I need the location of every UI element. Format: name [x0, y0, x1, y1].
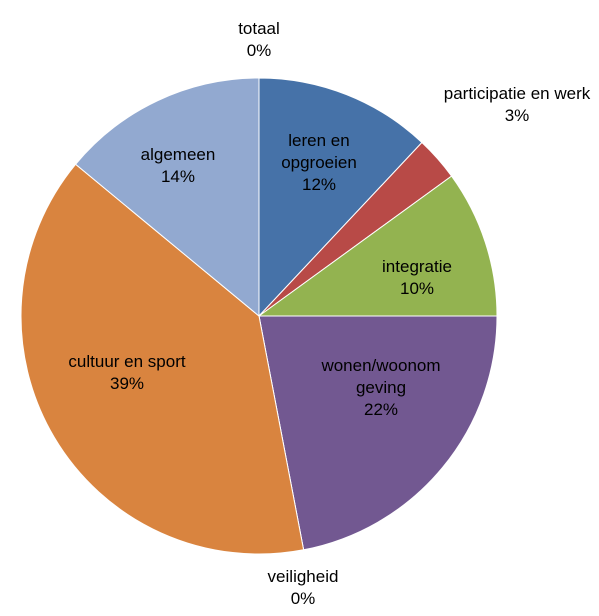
slice-label: wonen/woonomgeving 22% [317, 355, 445, 421]
value-label: 0% [246, 41, 272, 60]
category-label: totaal [238, 19, 280, 38]
slice-label: veiligheid 0% [268, 566, 339, 610]
category-label: participatie en werk [443, 84, 591, 103]
slice-label: leren en opgroeien 12% [264, 130, 374, 196]
category-label: cultuur en sport [68, 352, 186, 371]
value-label: 39% [109, 374, 145, 393]
pie-slice [258, 77, 423, 318]
slice-label: participatie en werk 3% [442, 83, 592, 127]
slice-label: totaal 0% [238, 18, 280, 62]
category-label: leren en opgroeien [281, 131, 357, 172]
value-label: 0% [290, 589, 316, 608]
pie-slice [257, 175, 498, 317]
value-label: 3% [504, 106, 530, 125]
value-label: 10% [399, 279, 435, 298]
slice-label: algemeen 14% [141, 144, 216, 188]
value-label: 12% [301, 175, 337, 194]
value-label: 14% [160, 167, 196, 186]
category-label: integratie [382, 257, 452, 276]
pie-slice [20, 163, 305, 555]
category-label: wonen/woonomgeving [321, 356, 441, 397]
category-label: algemeen [140, 145, 216, 164]
slice-label: cultuur en sport 39% [68, 351, 185, 395]
pie-slice [258, 315, 498, 551]
value-label: 22% [363, 400, 399, 419]
pie-slice [74, 77, 260, 318]
category-label: veiligheid [267, 567, 339, 586]
slice-label: integratie 10% [382, 256, 452, 300]
